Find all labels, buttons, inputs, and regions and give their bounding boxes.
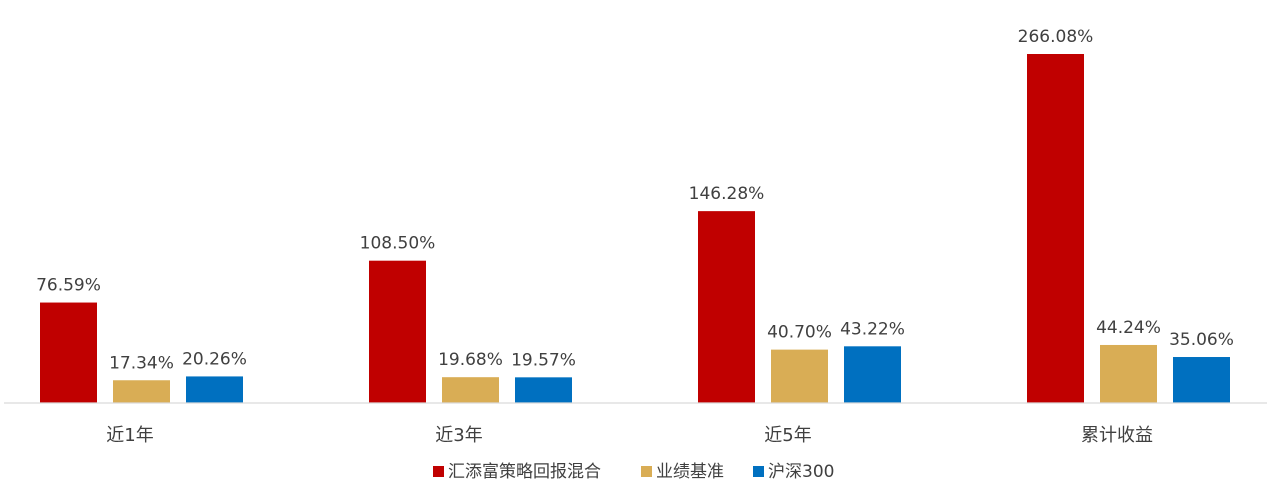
category-label-4: 累计收益 [1081,425,1153,446]
legend-label-1: 汇添富策略回报混合 [448,462,601,482]
data-label-series1-2: 108.50% [360,234,436,254]
legend-swatch-1 [433,466,444,477]
bars-layer [40,54,1230,403]
data-label-series3-2: 19.57% [511,350,576,370]
data-label-series2-4: 44.24% [1096,318,1161,338]
bar-series1-2 [369,260,426,403]
data-label-series1-4: 266.08% [1018,27,1094,47]
bar-series1-3 [698,211,755,403]
bar-series1-1 [40,302,97,403]
legend-label-2: 业绩基准 [656,462,724,482]
data-label-series2-3: 40.70% [767,323,832,343]
category-label-1: 近1年 [106,425,153,446]
bar-series3-4 [1173,357,1230,403]
bar-series2-4 [1100,344,1157,403]
bar-series3-3 [844,346,901,403]
data-label-series3-3: 43.22% [840,319,905,339]
bar-series3-2 [515,377,572,403]
data-label-series1-1: 76.59% [36,276,101,296]
legend-item-1: 汇添富策略回报混合 [433,462,601,482]
category-label-3: 近5年 [764,425,811,446]
data-label-series1-3: 146.28% [689,184,765,204]
data-label-series2-2: 19.68% [438,350,503,370]
legend-swatch-2 [641,466,652,477]
category-label-2: 近3年 [435,425,482,446]
legend-label-3: 沪深300 [768,462,834,482]
data-label-series3-1: 20.26% [182,349,247,369]
bar-series3-1 [186,376,243,403]
legend: 汇添富策略回报混合 业绩基准 沪深300 [433,462,834,482]
bar-series1-4 [1027,54,1084,403]
category-labels-layer: 近1年 近3年 近5年 累计收益 [106,425,1153,446]
bar-series2-2 [442,377,499,403]
legend-item-2: 业绩基准 [641,462,724,482]
bar-series2-1 [113,380,170,403]
legend-swatch-3 [753,466,764,477]
bar-series2-3 [771,349,828,403]
data-label-series2-1: 17.34% [109,353,174,373]
value-labels-layer: 76.59% 17.34% 20.26% 108.50% 19.68% 19.57% 146… [36,27,1234,373]
data-label-series3-4: 35.06% [1169,330,1234,350]
legend-item-3: 沪深300 [753,462,834,482]
